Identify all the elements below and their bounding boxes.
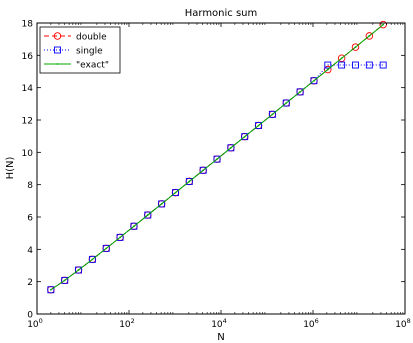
chart-title: Harmonic sum [185,8,258,19]
data-point [243,135,246,138]
data-point [365,32,374,40]
y-tick-label: 12 [22,117,33,127]
data-point [91,258,94,261]
y-tick-label: 18 [22,20,34,30]
data-point [379,61,387,69]
data-point [227,144,235,152]
data-point [47,286,55,294]
data-point [185,177,193,185]
y-tick-label: 14 [22,84,34,94]
data-point [310,77,318,85]
data-point [340,57,343,60]
y-tick-label: 10 [22,149,34,159]
data-point [338,61,346,69]
data-point [368,35,371,37]
data-point [337,54,346,62]
data-point [199,166,207,174]
y-tick-label: 6 [27,214,33,224]
data-point [116,233,124,241]
data-point [313,79,315,82]
data-point [49,288,52,291]
legend-label: "exact" [76,61,109,71]
data-point [271,113,274,116]
y-tick-label: 16 [22,52,34,62]
data-point [324,65,332,74]
data-point [88,255,96,263]
data-point [146,214,149,216]
data-point [282,99,290,107]
data-point [268,110,276,118]
x-tick-exponent: 0 [39,317,43,325]
data-point [202,169,205,172]
legend-marker [56,63,59,65]
x-axis-label: N [217,332,224,343]
data-point [229,146,232,149]
legend: double single "exact" [39,26,121,74]
x-tick-exponent: 4 [223,317,227,325]
data-point [299,90,302,93]
data-point [105,247,108,250]
data-point [63,279,66,282]
data-point [351,43,360,51]
data-point [216,158,218,161]
data-point [61,276,69,284]
data-point [324,61,332,69]
data-point [382,23,385,26]
data-point [158,200,166,208]
y-tick-label: 8 [27,181,33,191]
data-point [188,180,191,183]
data-point [365,61,373,69]
y-tick-label: 4 [27,246,33,256]
data-point [172,189,179,197]
legend-label: single [76,47,103,57]
data-point [75,266,82,274]
x-tick-exponent: 8 [407,317,411,325]
data-point [133,225,135,228]
data-point [102,244,110,252]
legend-label: double [76,33,107,43]
data-point [174,191,177,194]
data-point [257,124,260,127]
data-point [285,102,288,104]
data-point [144,211,152,219]
x-tick-exponent: 6 [315,317,319,325]
series-2 [49,23,385,291]
legend-marker [54,46,61,54]
y-axis-label: H(N) [5,157,16,180]
legend-marker [53,32,62,40]
data-point [354,46,357,48]
data-point [255,122,263,129]
data-point [296,88,304,96]
data-point [326,68,329,71]
data-point [352,61,359,69]
data-point [241,133,249,141]
y-tick-label: 2 [27,278,33,288]
x-tick-exponent: 2 [131,317,135,325]
data-point [77,269,80,271]
data-point [119,236,121,239]
data-point [213,155,221,163]
y-tick-label: 0 [27,311,33,321]
data-point [130,222,138,230]
data-point [160,203,163,205]
